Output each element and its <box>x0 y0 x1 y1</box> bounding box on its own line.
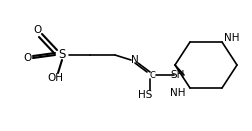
Text: S: S <box>58 48 66 61</box>
Text: O: O <box>24 53 32 63</box>
Text: N: N <box>131 55 138 65</box>
Text: HS: HS <box>137 90 152 100</box>
Text: OH: OH <box>47 73 63 83</box>
Text: O: O <box>34 25 42 35</box>
Text: NH: NH <box>170 88 185 98</box>
Text: C: C <box>148 70 154 80</box>
Text: SH: SH <box>170 70 184 80</box>
Text: NH: NH <box>223 33 239 43</box>
